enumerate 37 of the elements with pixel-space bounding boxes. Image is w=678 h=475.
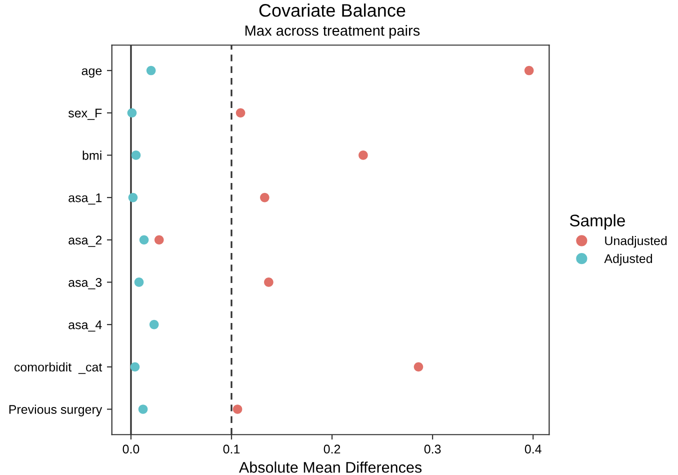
point xyxy=(139,235,149,245)
point xyxy=(414,362,424,372)
point xyxy=(130,362,140,372)
x-tick-label: 0.3 xyxy=(424,444,441,454)
point xyxy=(264,278,274,287)
y-tick-label: age xyxy=(82,68,102,78)
y-tick-label: asa_1 xyxy=(68,193,102,205)
y-tick-label: bmi xyxy=(82,150,102,160)
y-tick-label: Previous surgery xyxy=(9,404,102,416)
point xyxy=(134,278,144,287)
point xyxy=(232,404,242,414)
legend-label: Unadjusted xyxy=(605,236,667,248)
x-tick-label: 0.0 xyxy=(122,444,140,454)
point xyxy=(146,66,156,76)
x-tick-label: 0.4 xyxy=(524,444,542,454)
point xyxy=(154,235,164,245)
chart-subtitle: Max across treatment pairs xyxy=(245,25,420,39)
y-tick-label: asa_3 xyxy=(68,278,102,290)
point xyxy=(128,192,138,202)
chart-title: Covariate Balance xyxy=(259,4,406,17)
point xyxy=(524,66,534,76)
legend-title: Sample xyxy=(570,214,625,230)
y-tick-label: asa_2 xyxy=(68,236,102,247)
x-tick-label: 0.2 xyxy=(324,444,340,454)
y-tick-label: sex_F xyxy=(68,108,102,120)
point xyxy=(138,404,148,414)
legend-label: Adjusted xyxy=(604,254,652,266)
point xyxy=(149,320,159,330)
point xyxy=(127,108,137,118)
x-axis-title: Absolute Mean Differences xyxy=(238,462,422,473)
point xyxy=(260,192,270,202)
point xyxy=(131,150,141,160)
y-tick-label: comorbidit _cat xyxy=(14,362,102,374)
point xyxy=(358,150,368,160)
x-tick-label: 0.1 xyxy=(223,444,240,454)
y-tick-label: asa_4 xyxy=(68,320,102,332)
point xyxy=(236,108,246,118)
